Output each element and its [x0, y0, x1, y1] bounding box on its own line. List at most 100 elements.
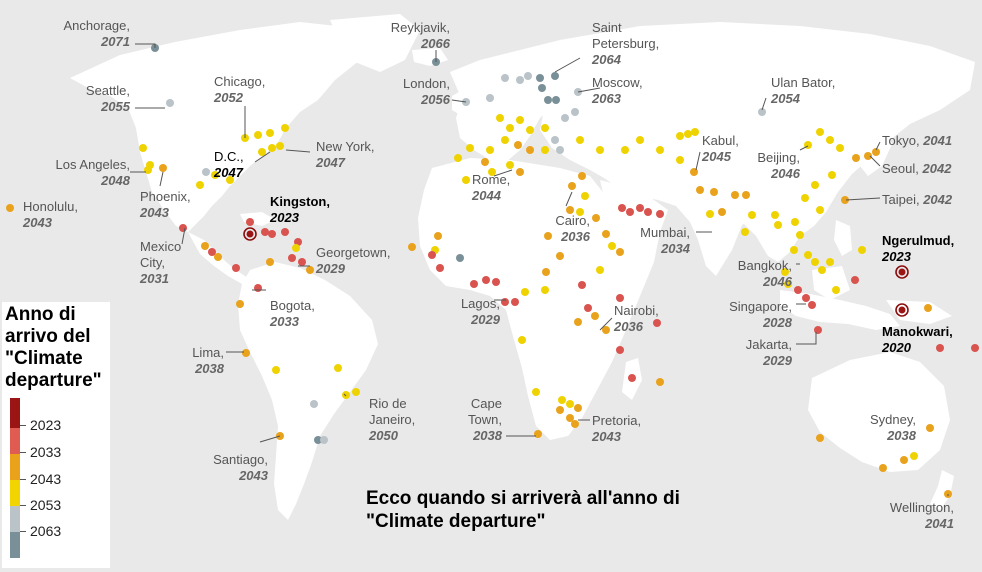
leader-line — [181, 227, 186, 245]
city-dot — [258, 148, 266, 156]
city-label-anchorage: Anchorage, 2071 — [63, 18, 131, 49]
legend-tick — [20, 505, 26, 506]
city-dot — [576, 136, 584, 144]
city-dot — [552, 96, 560, 104]
leader-line — [695, 151, 701, 171]
city-dot — [551, 72, 559, 80]
city-dot — [246, 218, 254, 226]
city-dot — [541, 286, 549, 294]
city-dot — [466, 144, 474, 152]
city-dot — [482, 276, 490, 284]
city-dot — [851, 276, 859, 284]
city-dot — [179, 224, 187, 232]
city-dot — [616, 346, 624, 354]
city-dot — [281, 228, 289, 236]
city-dot — [684, 130, 692, 138]
city-dot — [616, 248, 624, 256]
city-dot — [288, 254, 296, 262]
city-dot — [506, 124, 514, 132]
city-dot — [592, 214, 600, 222]
city-label-georgetown: Georgetown, 2029 — [316, 245, 391, 276]
legend-bar-end — [10, 532, 20, 558]
city-dot — [841, 196, 849, 204]
city-dot — [501, 136, 509, 144]
city-label-london: London, 2056 — [403, 76, 450, 107]
city-dot — [818, 266, 826, 274]
city-dot — [879, 464, 887, 472]
city-dot — [334, 364, 342, 372]
city-dot — [706, 210, 714, 218]
city-dot — [804, 251, 812, 259]
new-guinea-land — [886, 300, 952, 324]
legend-tick — [20, 531, 26, 532]
highlight-ring — [895, 265, 909, 279]
leader-line — [869, 155, 881, 167]
city-dot — [653, 319, 661, 327]
city-dot — [454, 154, 462, 162]
landmasses — [70, 14, 975, 520]
city-label-santiago: Santiago, 2043 — [213, 452, 268, 483]
city-dot — [618, 204, 626, 212]
city-label-rio: Rio de Janeiro, 2050 — [369, 396, 416, 443]
city-dot — [481, 158, 489, 166]
city-dot — [516, 116, 524, 124]
city-label-taipei: Taipei, 2042 — [882, 192, 953, 207]
city-dot — [636, 204, 644, 212]
city-dot — [621, 146, 629, 154]
city-dot — [676, 156, 684, 164]
city-label-bangkok: Bangkok, 2046 — [737, 258, 792, 289]
city-dot — [836, 144, 844, 152]
philippines-land — [834, 220, 852, 256]
city-dot — [710, 188, 718, 196]
city-dot — [558, 396, 566, 404]
city-dot — [591, 312, 599, 320]
leader-line — [565, 191, 573, 207]
city-dot — [518, 336, 526, 344]
city-dot — [910, 452, 918, 460]
city-dot — [571, 420, 579, 428]
city-dot — [456, 254, 464, 262]
city-dot — [434, 232, 442, 240]
city-dot — [784, 280, 792, 288]
city-label-chicago: Chicago, 2052 — [214, 74, 266, 105]
greenland-land — [330, 14, 420, 72]
city-dot — [581, 192, 589, 200]
city-dot — [584, 304, 592, 312]
city-dot — [971, 344, 979, 352]
city-dot — [261, 228, 269, 236]
city-dot — [320, 436, 328, 444]
city-dot — [408, 243, 416, 251]
city-dot — [718, 208, 726, 216]
city-dot — [342, 391, 350, 399]
leader-line — [254, 151, 271, 163]
city-dot — [551, 136, 559, 144]
new-zealand-land — [930, 470, 954, 510]
city-dot — [276, 142, 284, 150]
city-dot — [656, 210, 664, 218]
city-dot — [501, 298, 509, 306]
city-dot — [691, 128, 699, 136]
city-dot — [828, 171, 836, 179]
city-dot — [566, 206, 574, 214]
city-dot — [298, 258, 306, 266]
legend-bar-2033 — [10, 428, 20, 454]
legend-tick — [20, 425, 26, 426]
city-dot — [506, 161, 514, 169]
city-dot — [556, 406, 564, 414]
city-dot — [578, 172, 586, 180]
city-dot — [571, 108, 579, 116]
city-label-los-angeles: Los Angeles, 2048 — [55, 157, 130, 188]
city-dot — [816, 206, 824, 214]
city-label-ngerulmud: Ngerulmud, 2023 — [882, 233, 955, 264]
city-dot — [516, 76, 524, 84]
city-dot — [816, 434, 824, 442]
leader-line — [875, 141, 881, 151]
city-dot — [864, 152, 872, 160]
city-dot — [556, 146, 564, 154]
leader-line — [599, 317, 613, 331]
city-dot — [561, 114, 569, 122]
city-dot — [526, 126, 534, 134]
city-dot — [428, 251, 436, 259]
legend-bar-2063 — [10, 506, 20, 532]
